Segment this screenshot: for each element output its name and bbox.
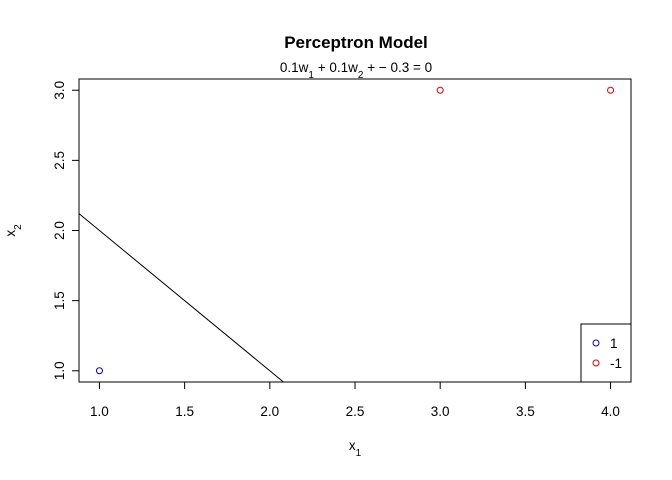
- chart-title: Perceptron Model: [284, 33, 428, 52]
- y-tick-label: 3.0: [52, 81, 67, 100]
- data-point-series-1: [607, 86, 615, 94]
- legend-box: [580, 323, 632, 383]
- x-tick-label: 4.0: [601, 404, 620, 419]
- x-tick-label: 2.5: [346, 404, 365, 419]
- decision-boundary-line: [78, 213, 284, 383]
- x-axis: 1.0 1.5 2.0 2.5 3.0 3.5 4.0: [90, 381, 620, 419]
- x-tick-label: 1.0: [90, 404, 109, 419]
- y-axis-label: x2: [3, 224, 24, 237]
- plot-area-border: [78, 78, 632, 383]
- legend-marker: [592, 359, 600, 367]
- legend: 1-1: [580, 323, 632, 383]
- legend-label: -1: [610, 356, 622, 371]
- x-tick-label: 3.5: [516, 404, 535, 419]
- x-tick-label: 2.0: [260, 404, 279, 419]
- x-tick-label: 3.0: [431, 404, 450, 419]
- x-tick-label: 1.5: [175, 404, 194, 419]
- chart-subtitle: 0.1w1 + 0.1w2 + − 0.3 = 0: [280, 60, 432, 81]
- y-tick-label: 2.0: [52, 221, 67, 240]
- y-axis: 1.0 1.5 2.0 2.5 3.0: [52, 81, 80, 380]
- plot-layer: [78, 86, 615, 383]
- x-axis-label: x1: [349, 438, 362, 459]
- y-tick-label: 1.5: [52, 291, 67, 310]
- y-tick-label: 1.0: [52, 361, 67, 380]
- legend-label: 1: [610, 336, 618, 351]
- data-point-series-1: [436, 86, 444, 94]
- data-point-series-0: [95, 367, 103, 375]
- legend-marker: [592, 339, 600, 347]
- y-tick-label: 2.5: [52, 151, 67, 170]
